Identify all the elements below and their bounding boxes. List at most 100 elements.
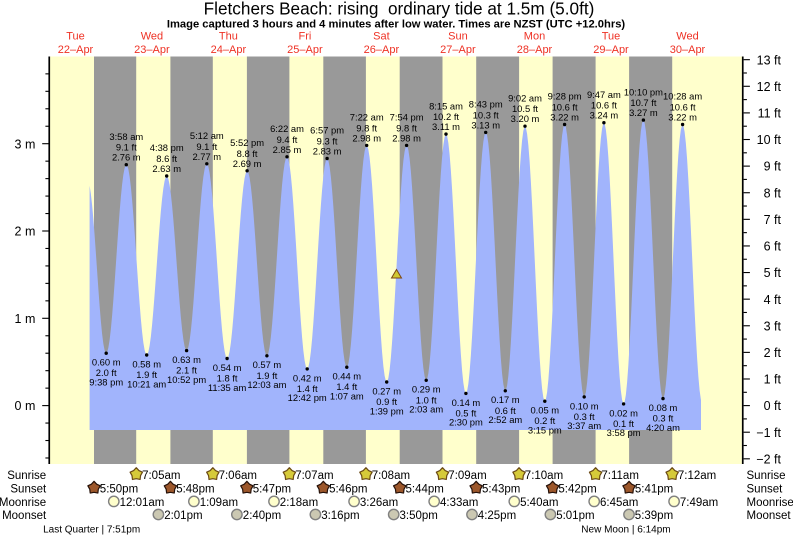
svg-text:Last Quarter | 7:51pm: Last Quarter | 7:51pm bbox=[43, 525, 140, 536]
svg-text:26–Apr: 26–Apr bbox=[364, 44, 400, 56]
svg-text:1.8 ft: 1.8 ft bbox=[217, 373, 238, 384]
svg-text:Moonset: Moonset bbox=[2, 510, 47, 522]
svg-text:3:26am: 3:26am bbox=[360, 497, 398, 509]
svg-text:5:46pm: 5:46pm bbox=[329, 483, 367, 495]
svg-text:New Moon | 6:14pm: New Moon | 6:14pm bbox=[581, 525, 670, 536]
svg-text:5:47pm: 5:47pm bbox=[253, 483, 291, 495]
svg-text:12:03 am: 12:03 am bbox=[247, 379, 286, 390]
svg-text:0.08 m: 0.08 m bbox=[649, 402, 678, 413]
svg-text:3 m: 3 m bbox=[15, 137, 36, 151]
svg-text:5:52 pm: 5:52 pm bbox=[230, 137, 264, 148]
svg-text:9 ft: 9 ft bbox=[764, 160, 782, 174]
svg-text:5:40am: 5:40am bbox=[520, 497, 558, 509]
svg-text:1.9 ft: 1.9 ft bbox=[136, 369, 157, 380]
svg-text:0.2 ft: 0.2 ft bbox=[534, 415, 555, 426]
svg-text:30–Apr: 30–Apr bbox=[670, 44, 706, 56]
svg-text:4:20 am: 4:20 am bbox=[646, 422, 680, 433]
svg-text:−1 ft: −1 ft bbox=[756, 426, 781, 440]
svg-text:3.11 m: 3.11 m bbox=[432, 121, 460, 132]
svg-text:11:35 am: 11:35 am bbox=[208, 382, 247, 393]
svg-text:0.02 m: 0.02 m bbox=[609, 407, 638, 418]
svg-text:10.6 ft: 10.6 ft bbox=[591, 100, 617, 111]
svg-text:2.0 ft: 2.0 ft bbox=[96, 367, 117, 378]
svg-text:2 ft: 2 ft bbox=[764, 346, 782, 360]
svg-text:7:07am: 7:07am bbox=[295, 470, 333, 482]
svg-text:9:38 pm: 9:38 pm bbox=[89, 377, 123, 388]
svg-text:0.14 m: 0.14 m bbox=[452, 397, 481, 408]
svg-text:1:09am: 1:09am bbox=[200, 497, 238, 509]
svg-text:Sun: Sun bbox=[448, 31, 468, 43]
svg-text:Wed: Wed bbox=[676, 31, 698, 43]
svg-text:10.6 ft: 10.6 ft bbox=[552, 102, 578, 113]
svg-text:1.0 ft: 1.0 ft bbox=[416, 394, 437, 405]
svg-text:0.6 ft: 0.6 ft bbox=[495, 405, 516, 416]
svg-text:2.69 m: 2.69 m bbox=[233, 158, 262, 169]
svg-text:0.27 m: 0.27 m bbox=[372, 385, 401, 396]
svg-text:3.22 m: 3.22 m bbox=[550, 112, 579, 123]
svg-text:Sunset: Sunset bbox=[747, 483, 784, 495]
svg-text:10.3 ft: 10.3 ft bbox=[473, 109, 499, 120]
svg-text:5:44pm: 5:44pm bbox=[406, 483, 444, 495]
svg-text:Tue: Tue bbox=[66, 31, 85, 43]
svg-text:27–Apr: 27–Apr bbox=[440, 44, 476, 56]
svg-text:Thu: Thu bbox=[219, 31, 238, 43]
svg-text:2.98 m: 2.98 m bbox=[392, 132, 421, 143]
svg-text:3.13 m: 3.13 m bbox=[471, 119, 500, 130]
svg-text:0.3 ft: 0.3 ft bbox=[574, 411, 595, 422]
svg-text:11 ft: 11 ft bbox=[758, 107, 782, 121]
svg-text:7:09am: 7:09am bbox=[448, 470, 486, 482]
svg-text:3:50pm: 3:50pm bbox=[400, 510, 438, 522]
svg-text:0.63 m: 0.63 m bbox=[172, 354, 201, 365]
svg-text:10:52 pm: 10:52 pm bbox=[167, 374, 206, 385]
svg-text:25–Apr: 25–Apr bbox=[287, 44, 323, 56]
svg-text:0.42 m: 0.42 m bbox=[293, 372, 322, 383]
svg-text:9.1 ft: 9.1 ft bbox=[116, 142, 137, 153]
svg-text:2.76 m: 2.76 m bbox=[112, 152, 141, 163]
svg-text:3:58 am: 3:58 am bbox=[109, 131, 143, 142]
svg-text:10.2 ft: 10.2 ft bbox=[433, 111, 459, 122]
svg-text:7:54 pm: 7:54 pm bbox=[390, 112, 424, 123]
svg-text:5:50pm: 5:50pm bbox=[100, 483, 138, 495]
svg-text:4 ft: 4 ft bbox=[764, 293, 782, 307]
svg-text:7:08am: 7:08am bbox=[372, 470, 410, 482]
svg-text:3:15 pm: 3:15 pm bbox=[528, 425, 562, 436]
svg-text:0.10 m: 0.10 m bbox=[570, 400, 599, 411]
svg-text:0 ft: 0 ft bbox=[764, 399, 782, 413]
svg-text:5:39pm: 5:39pm bbox=[635, 510, 673, 522]
svg-text:12:01am: 12:01am bbox=[120, 497, 165, 509]
svg-text:6:22 am: 6:22 am bbox=[270, 123, 304, 134]
svg-text:5:42pm: 5:42pm bbox=[558, 483, 596, 495]
svg-text:0.57 m: 0.57 m bbox=[253, 359, 282, 370]
svg-text:0.1 ft: 0.1 ft bbox=[613, 418, 634, 429]
svg-text:3.20 m: 3.20 m bbox=[511, 113, 540, 124]
svg-text:7:22 am: 7:22 am bbox=[350, 112, 384, 123]
svg-text:0.9 ft: 0.9 ft bbox=[376, 396, 397, 407]
svg-text:1.4 ft: 1.4 ft bbox=[336, 381, 357, 392]
svg-text:24–Apr: 24–Apr bbox=[211, 44, 247, 56]
svg-text:5:48pm: 5:48pm bbox=[176, 483, 214, 495]
svg-text:8 ft: 8 ft bbox=[764, 186, 782, 200]
svg-text:1:39 pm: 1:39 pm bbox=[370, 405, 404, 416]
svg-text:13 ft: 13 ft bbox=[757, 53, 782, 67]
svg-text:8.6 ft: 8.6 ft bbox=[156, 153, 177, 164]
svg-text:2 m: 2 m bbox=[15, 225, 36, 239]
svg-text:22–Apr: 22–Apr bbox=[58, 44, 94, 56]
svg-text:5:01pm: 5:01pm bbox=[556, 510, 594, 522]
svg-text:6:57 pm: 6:57 pm bbox=[310, 125, 344, 136]
svg-text:Mon: Mon bbox=[524, 31, 545, 43]
svg-text:9.4 ft: 9.4 ft bbox=[277, 134, 298, 145]
svg-text:5:41pm: 5:41pm bbox=[635, 483, 673, 495]
svg-text:4:38 pm: 4:38 pm bbox=[150, 142, 184, 153]
svg-text:12 ft: 12 ft bbox=[757, 80, 782, 94]
svg-text:3:16pm: 3:16pm bbox=[321, 510, 359, 522]
svg-text:Moonrise: Moonrise bbox=[747, 497, 793, 509]
svg-text:Wed: Wed bbox=[141, 31, 163, 43]
svg-text:3 ft: 3 ft bbox=[764, 319, 782, 333]
svg-text:0 m: 0 m bbox=[15, 399, 36, 413]
svg-text:8:15 am: 8:15 am bbox=[429, 100, 463, 111]
svg-text:9.8 ft: 9.8 ft bbox=[396, 122, 417, 133]
svg-text:2.85 m: 2.85 m bbox=[273, 144, 302, 155]
svg-text:0.58 m: 0.58 m bbox=[132, 358, 161, 369]
svg-text:9:02 am: 9:02 am bbox=[508, 92, 542, 103]
svg-text:2.1 ft: 2.1 ft bbox=[176, 365, 197, 376]
